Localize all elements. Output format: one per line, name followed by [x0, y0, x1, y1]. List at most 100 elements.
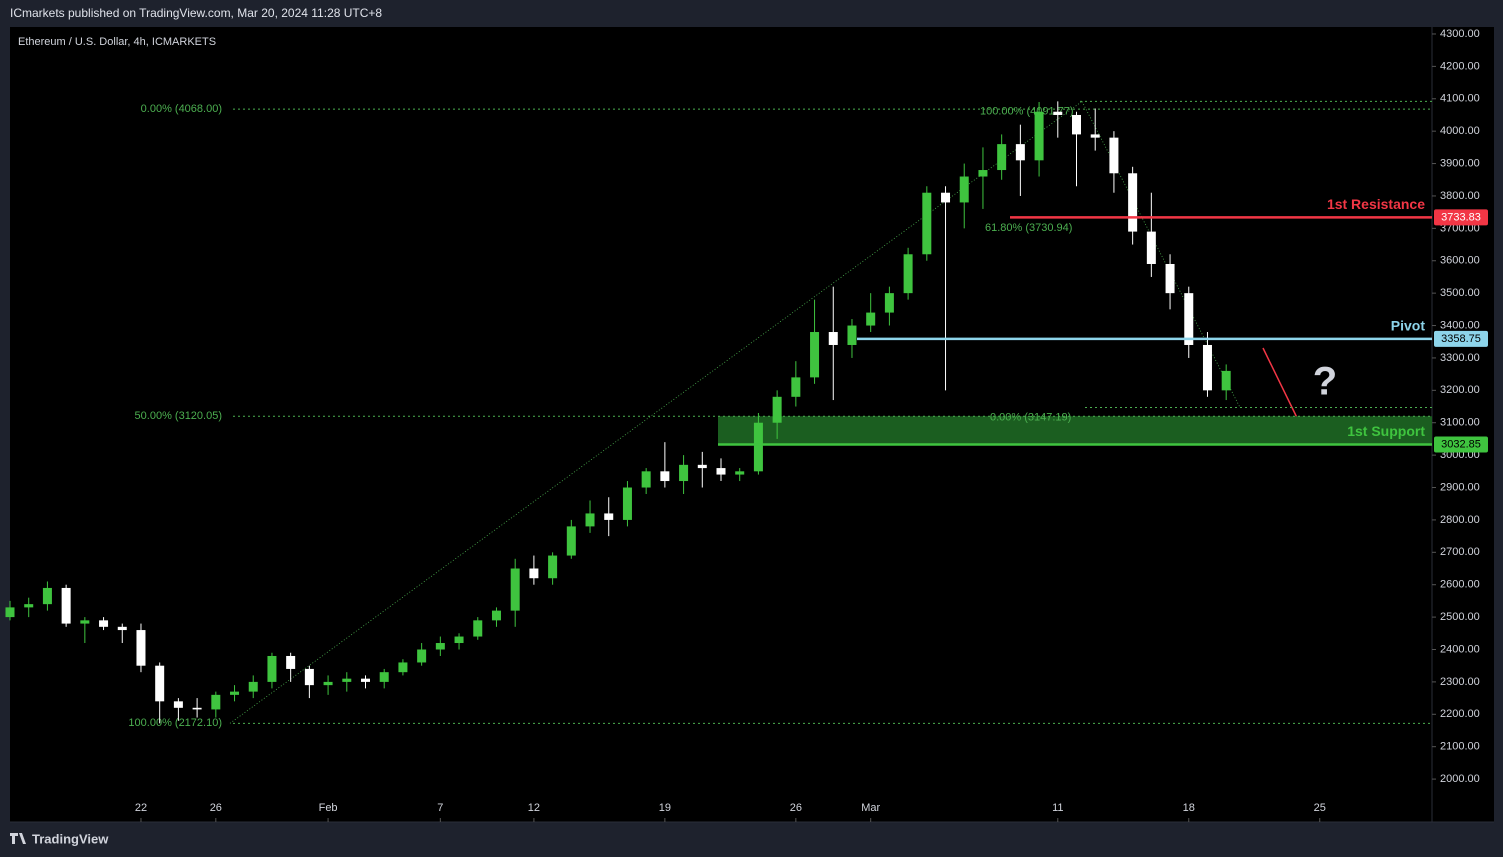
candle-body — [1165, 263, 1175, 294]
candle-body — [1184, 293, 1194, 345]
y-tick-label: 3100.00 — [1440, 417, 1480, 429]
y-tick-label: 2200.00 — [1440, 708, 1480, 720]
y-tick-label: 4100.00 — [1440, 93, 1480, 105]
symbol: Ethereum / U.S. Dollar, 4h, ICMARKETS — [18, 36, 216, 48]
support-zone — [718, 416, 1432, 445]
candle-body — [417, 649, 427, 663]
candle-body — [1128, 173, 1138, 232]
candle-body — [1221, 370, 1231, 391]
price-tag-label: 3358.75 — [1441, 333, 1481, 345]
y-tick-label: 2600.00 — [1440, 579, 1480, 591]
candle-body — [941, 192, 951, 203]
candle-body — [679, 464, 689, 482]
brand: TradingView — [32, 831, 109, 846]
candle-body — [248, 681, 258, 692]
y-tick-label: 2400.00 — [1440, 643, 1480, 655]
candle-body — [622, 487, 632, 520]
candle-body — [99, 620, 109, 627]
candle-body — [810, 332, 820, 378]
candle-body — [1034, 111, 1044, 161]
x-tick-label: 26 — [210, 802, 222, 814]
candle-body — [473, 620, 483, 637]
candle-body — [753, 422, 763, 472]
candle-body — [117, 626, 127, 631]
candle-body — [80, 620, 90, 624]
x-tick-label: Feb — [319, 802, 338, 814]
candle-body — [903, 254, 913, 294]
candle-body — [1109, 137, 1119, 174]
candle-body — [1090, 134, 1100, 138]
candle-body — [716, 468, 726, 475]
candle-body — [660, 471, 670, 482]
y-tick-label: 3600.00 — [1440, 255, 1480, 267]
candle-body — [529, 568, 539, 579]
y-tick-label: 2800.00 — [1440, 514, 1480, 526]
candle-body — [323, 681, 333, 686]
candle-body — [791, 377, 801, 397]
x-tick-label: 25 — [1314, 802, 1326, 814]
fib-label: 0.00% (3147.19) — [990, 411, 1071, 423]
candle-body — [735, 471, 745, 475]
x-tick-label: Mar — [861, 802, 880, 814]
annotation: ? — [1313, 360, 1337, 404]
y-tick-label: 2500.00 — [1440, 611, 1480, 623]
candle-body — [454, 636, 464, 644]
x-tick-label: 19 — [659, 802, 671, 814]
y-tick-label: 2100.00 — [1440, 741, 1480, 753]
price-tag — [1434, 209, 1488, 226]
candle-body — [959, 176, 969, 203]
fib-trend — [229, 101, 1083, 724]
y-tick-label: 2900.00 — [1440, 481, 1480, 493]
price-tag — [1434, 330, 1488, 347]
candle-body — [267, 655, 277, 682]
level-name: 1st Resistance — [1327, 196, 1425, 212]
candle-body — [1146, 231, 1156, 264]
y-tick-label: 4000.00 — [1440, 125, 1480, 137]
fib-trend — [1081, 101, 1241, 408]
y-tick-label: 3300.00 — [1440, 352, 1480, 364]
y-tick-label: 2000.00 — [1440, 773, 1480, 785]
fib-label: 100.00% (4091.77) — [980, 105, 1074, 117]
candle-body — [585, 513, 595, 527]
candle-body — [173, 701, 183, 708]
candle-body — [230, 691, 240, 695]
candle-body — [828, 332, 838, 345]
y-tick-label: 4300.00 — [1440, 28, 1480, 40]
publisher: ICmarkets published on TradingView.com, … — [10, 6, 382, 20]
candle-body — [1015, 144, 1025, 161]
x-tick-label: 12 — [528, 802, 540, 814]
candle-body — [641, 471, 651, 488]
candle-body — [192, 707, 202, 710]
candle-body — [1202, 344, 1212, 391]
candle-body — [866, 312, 876, 326]
candle-body — [548, 555, 558, 579]
candle-body — [491, 610, 501, 621]
candle-body — [772, 396, 782, 423]
candle-body — [1072, 114, 1081, 135]
y-tick-label: 4200.00 — [1440, 60, 1480, 72]
y-tick-label: 3900.00 — [1440, 157, 1480, 169]
x-tick-label: 18 — [1183, 802, 1195, 814]
y-tick-label: 3500.00 — [1440, 287, 1480, 299]
price-tag-label: 3733.83 — [1441, 211, 1481, 223]
candle-body — [342, 678, 352, 682]
candle-body — [1053, 111, 1063, 115]
y-tick-label: 3800.00 — [1440, 190, 1480, 202]
candle-body — [136, 630, 146, 666]
candle-body — [304, 668, 314, 686]
candle-body — [42, 587, 52, 605]
fib-label: 0.00% (4068.00) — [141, 103, 222, 115]
x-tick-label: 26 — [790, 802, 802, 814]
brand-logo — [10, 833, 26, 844]
candle-body — [5, 607, 15, 618]
fib-label: 61.80% (3730.94) — [985, 222, 1072, 234]
candle-body — [997, 144, 1007, 171]
level-name: 1st Support — [1347, 423, 1425, 439]
level-name: Pivot — [1391, 318, 1426, 334]
x-tick-label: 22 — [135, 802, 147, 814]
candle-body — [847, 325, 857, 345]
price-tag-label: 3032.85 — [1441, 438, 1481, 450]
candle-body — [697, 464, 707, 469]
price-tag — [1434, 436, 1488, 453]
